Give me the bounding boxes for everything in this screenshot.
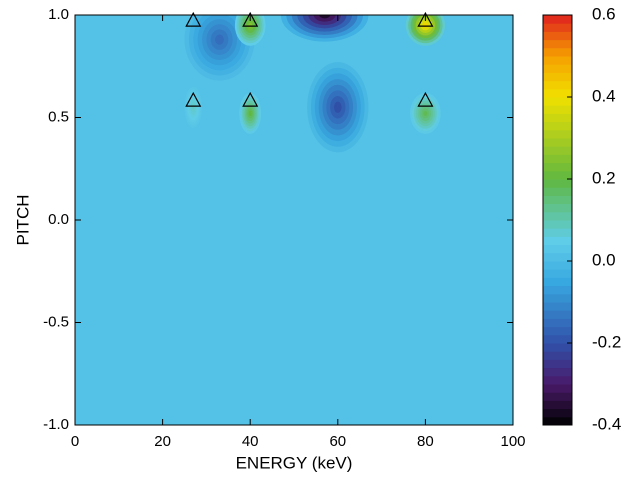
colorbar-band <box>543 261 572 270</box>
y-axis-title: PITCH <box>13 195 32 246</box>
colorbar-band <box>543 80 572 90</box>
colorbar-band <box>543 39 572 49</box>
y-tick-label: -1.0 <box>43 416 69 433</box>
colorbar-tick-label: 0.6 <box>592 4 616 23</box>
y-tick-label: 0.5 <box>48 108 69 125</box>
contour-level <box>422 22 428 28</box>
colorbar-band <box>543 392 572 401</box>
colorbar-band <box>543 367 572 377</box>
colorbar-band <box>543 170 572 180</box>
colorbar-band <box>543 129 572 139</box>
colorbar-band <box>543 72 572 82</box>
colorbar-band <box>543 121 572 131</box>
contour-level <box>423 110 428 116</box>
triangle-marker <box>417 91 434 107</box>
x-tick-label: 20 <box>154 433 171 450</box>
colorbar-band <box>543 220 572 229</box>
colorbar-tick-label: -0.4 <box>592 414 621 433</box>
x-tick-label: 0 <box>71 433 79 450</box>
x-tick-label: 100 <box>500 433 525 450</box>
x-tick-label: 60 <box>329 433 346 450</box>
colorbar-band <box>543 203 572 213</box>
colorbar-band <box>543 310 572 319</box>
colorbar-band <box>543 334 572 344</box>
colorbar-band <box>543 277 572 287</box>
contour-level <box>319 15 331 19</box>
colorbar-tick-label: 0.4 <box>592 86 616 105</box>
colorbar-band <box>543 187 572 196</box>
colorbar-tick-label: 0.2 <box>592 168 616 187</box>
colorbar-band <box>543 31 572 41</box>
x-tick-label: 40 <box>242 433 259 450</box>
colorbar-band <box>543 138 572 147</box>
colorbar-band <box>543 326 572 336</box>
triangle-marker <box>417 11 434 27</box>
triangle-marker <box>242 11 259 27</box>
colorbar-band <box>543 416 572 426</box>
contour-level <box>248 110 252 116</box>
colorbar-band <box>543 154 572 164</box>
triangle-marker <box>242 91 259 107</box>
contour-level <box>333 101 342 113</box>
colorbar-band <box>543 359 572 369</box>
colorbar-tick-label: -0.2 <box>592 332 621 351</box>
colorbar-band <box>543 146 572 155</box>
colorbar-band <box>543 88 572 98</box>
triangle-marker <box>185 91 202 107</box>
colorbar-band <box>543 351 572 360</box>
colorbar-band <box>543 269 572 278</box>
field-background <box>75 15 513 425</box>
colorbar-band <box>543 375 572 385</box>
colorbar-band <box>543 47 572 57</box>
colorbar-band <box>543 252 572 262</box>
colorbar-band <box>543 211 572 221</box>
colorbar-band <box>543 384 572 393</box>
colorbar-band <box>543 408 572 418</box>
colorbar-band <box>543 343 572 352</box>
colorbar-band <box>543 195 572 205</box>
triangle-marker <box>185 11 202 27</box>
colorbar-band <box>543 23 572 32</box>
colorbar-band <box>543 285 572 295</box>
contour-level <box>192 104 195 110</box>
colorbar-band <box>543 162 572 172</box>
plot-area <box>75 15 513 425</box>
colorbar-band <box>543 56 572 65</box>
colorbar-frame <box>542 14 573 426</box>
x-tick-label: 80 <box>417 433 434 450</box>
contour-level <box>215 34 224 45</box>
colorbar-band <box>543 302 572 311</box>
colorbar-tick-label: 0.0 <box>592 250 616 269</box>
colorbar-band <box>543 400 572 410</box>
colorbar-band <box>543 15 572 24</box>
colorbar-band <box>543 179 572 188</box>
colorbar-band <box>543 236 572 246</box>
x-axis-title: ENERGY (keV) <box>236 453 353 472</box>
contour-level <box>248 22 253 28</box>
colorbar-band <box>543 318 572 328</box>
colorbar-band <box>543 105 572 114</box>
colorbar-band <box>543 244 572 254</box>
y-tick-label: -0.5 <box>43 313 69 330</box>
colorbar-band <box>543 64 572 73</box>
y-tick-label: 0.0 <box>48 211 69 228</box>
colorbar-band <box>543 113 572 123</box>
colorbar-band <box>543 228 572 237</box>
y-tick-label: 1.0 <box>48 6 69 23</box>
colorbar-band <box>543 293 572 303</box>
colorbar-band <box>543 97 572 106</box>
